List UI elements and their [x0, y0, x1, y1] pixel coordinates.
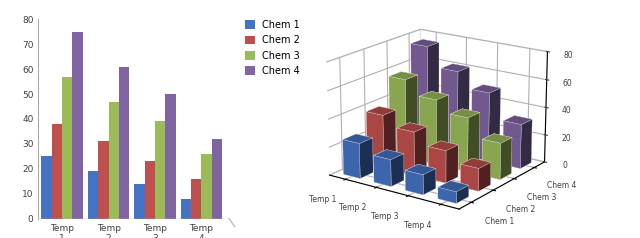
Bar [191, 179, 202, 219]
Bar [134, 184, 145, 219]
Bar [72, 32, 83, 219]
Bar [88, 171, 99, 219]
Bar [119, 67, 129, 219]
Bar [181, 199, 191, 219]
Bar [52, 124, 62, 219]
Bar [202, 154, 212, 219]
Bar [155, 121, 165, 219]
Bar [42, 157, 52, 219]
Bar [109, 102, 119, 219]
Bar [165, 94, 176, 219]
Bar [145, 162, 155, 219]
Bar [62, 77, 72, 219]
Bar [99, 141, 109, 219]
Legend: Chem 1, Chem 2, Chem 3, Chem 4: Chem 1, Chem 2, Chem 3, Chem 4 [245, 20, 300, 76]
Bar [212, 139, 222, 219]
